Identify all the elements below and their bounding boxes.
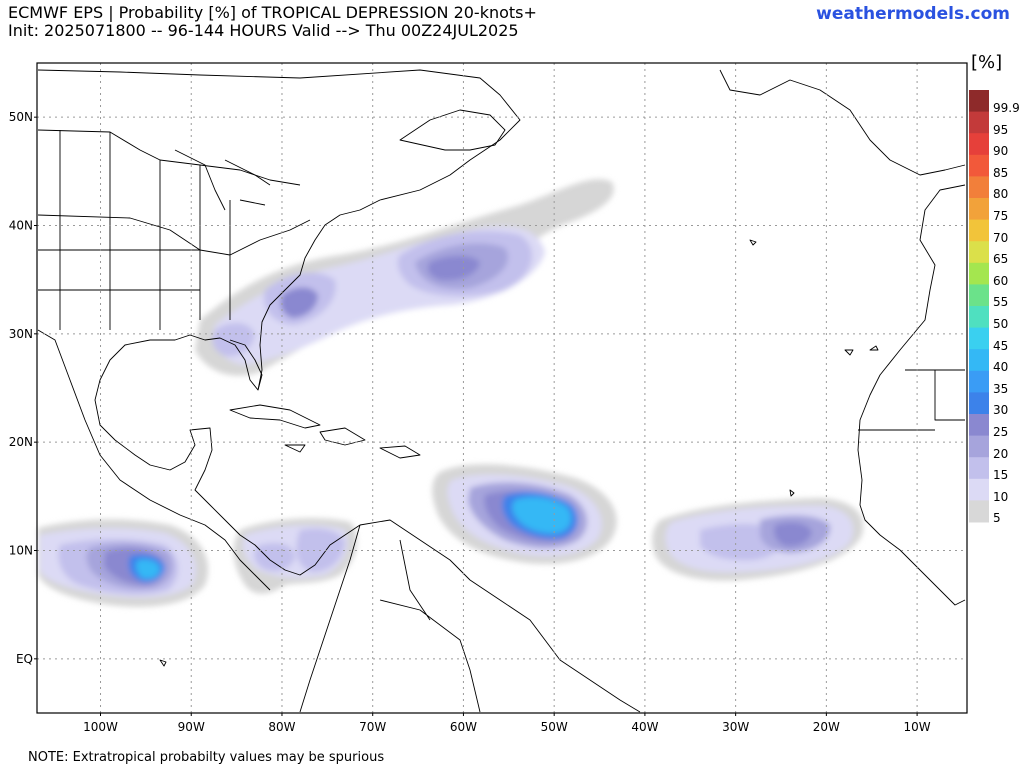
- lon-label: 20W: [813, 720, 840, 734]
- colorbar-swatch: [969, 198, 989, 221]
- colorbar-tick-label: 5: [993, 511, 1001, 526]
- lat-label: 30N: [9, 327, 33, 341]
- colorbar-swatch: [969, 154, 989, 177]
- colorbar-swatch: [969, 262, 989, 285]
- colorbar-tick-label: 85: [993, 165, 1009, 180]
- lat-label: EQ: [16, 652, 33, 666]
- colorbar-tick-label: 75: [993, 209, 1009, 223]
- colorbar-swatch: [969, 392, 989, 415]
- colorbar-tick-label: 15: [993, 468, 1009, 483]
- lon-label: 80W: [268, 720, 295, 734]
- map-subtitle: Init: 2025071800 -- 96-144 HOURS Valid -…: [8, 21, 519, 40]
- lon-label: 60W: [450, 720, 477, 734]
- colorbar-swatch: [969, 306, 989, 329]
- colorbar-swatch: [969, 457, 989, 480]
- coastlines: [37, 69, 966, 713]
- latitude-labels: 50N 40N 30N 20N 10N EQ: [9, 110, 37, 666]
- shading-east-pacific: [38, 519, 209, 607]
- colorbar-swatch: [969, 176, 989, 199]
- footnote: NOTE: Extratropical probabilty values ma…: [28, 750, 385, 765]
- colorbar-swatch: [969, 349, 989, 372]
- colorbar-tick-label: 20: [993, 446, 1009, 461]
- brand-link[interactable]: weathermodels.com: [816, 4, 1010, 24]
- lon-label: 100W: [83, 720, 118, 734]
- colorbar-tick-label: 90: [993, 144, 1009, 159]
- lat-label: 50N: [9, 110, 33, 124]
- colorbar-swatch: [969, 111, 989, 134]
- colorbar-swatch: [969, 478, 989, 501]
- lon-label: 30W: [722, 720, 749, 734]
- shading-mdr-blob: [432, 464, 617, 564]
- colorbar-tick-label: 45: [993, 338, 1009, 353]
- map-title: ECMWF EPS | Probability [%] of TROPICAL …: [8, 3, 537, 22]
- colorbar-tick-label: 70: [993, 230, 1009, 245]
- colorbar-tick-label: 25: [993, 425, 1009, 439]
- colorbar-tick-label: 95: [993, 122, 1009, 137]
- lon-label: 90W: [178, 720, 205, 734]
- colorbar-tick-label: 65: [993, 252, 1009, 267]
- lon-label: 40W: [631, 720, 658, 734]
- lon-label: 10W: [904, 720, 931, 734]
- colorbar-tick-label: 50: [993, 317, 1009, 331]
- colorbar-swatch: [969, 90, 989, 113]
- colorbar-swatch: [969, 219, 989, 242]
- lon-label: 70W: [359, 720, 386, 734]
- colorbar-swatch: [969, 500, 989, 523]
- colorbar-swatch: [969, 284, 989, 307]
- colorbar-swatch: [969, 370, 989, 393]
- colorbar: [969, 90, 989, 523]
- map-panel: [37, 63, 967, 713]
- colorbar-swatch: [969, 414, 989, 437]
- shading-east-atlantic: [652, 498, 864, 581]
- colorbar-tick-label: 35: [993, 381, 1009, 396]
- colorbar-swatch: [969, 327, 989, 350]
- longitude-labels: 100W 90W 80W 70W 60W 50W 40W 30W 20W 10W: [83, 713, 931, 734]
- colorbar-tick-label: 55: [993, 295, 1009, 310]
- gridlines: [37, 63, 967, 713]
- colorbar-tick-label: 30: [993, 403, 1009, 418]
- colorbar-swatch: [969, 241, 989, 264]
- colorbar-tick-label: 10: [993, 489, 1009, 504]
- colorbar-unit: [%]: [971, 52, 1003, 73]
- lat-label: 10N: [9, 544, 33, 558]
- map-frame: [36, 62, 968, 714]
- colorbar-tick-label: 40: [993, 360, 1009, 375]
- colorbar-tick-label: 80: [993, 187, 1009, 202]
- lat-label: 40N: [9, 219, 33, 233]
- colorbar-tick-label: 60: [993, 273, 1009, 288]
- colorbar-swatch: [969, 435, 989, 458]
- lat-label: 20N: [9, 435, 33, 449]
- colorbar-swatch: [969, 133, 989, 156]
- lon-label: 50W: [541, 720, 568, 734]
- colorbar-tick-label: 99.9: [993, 101, 1020, 115]
